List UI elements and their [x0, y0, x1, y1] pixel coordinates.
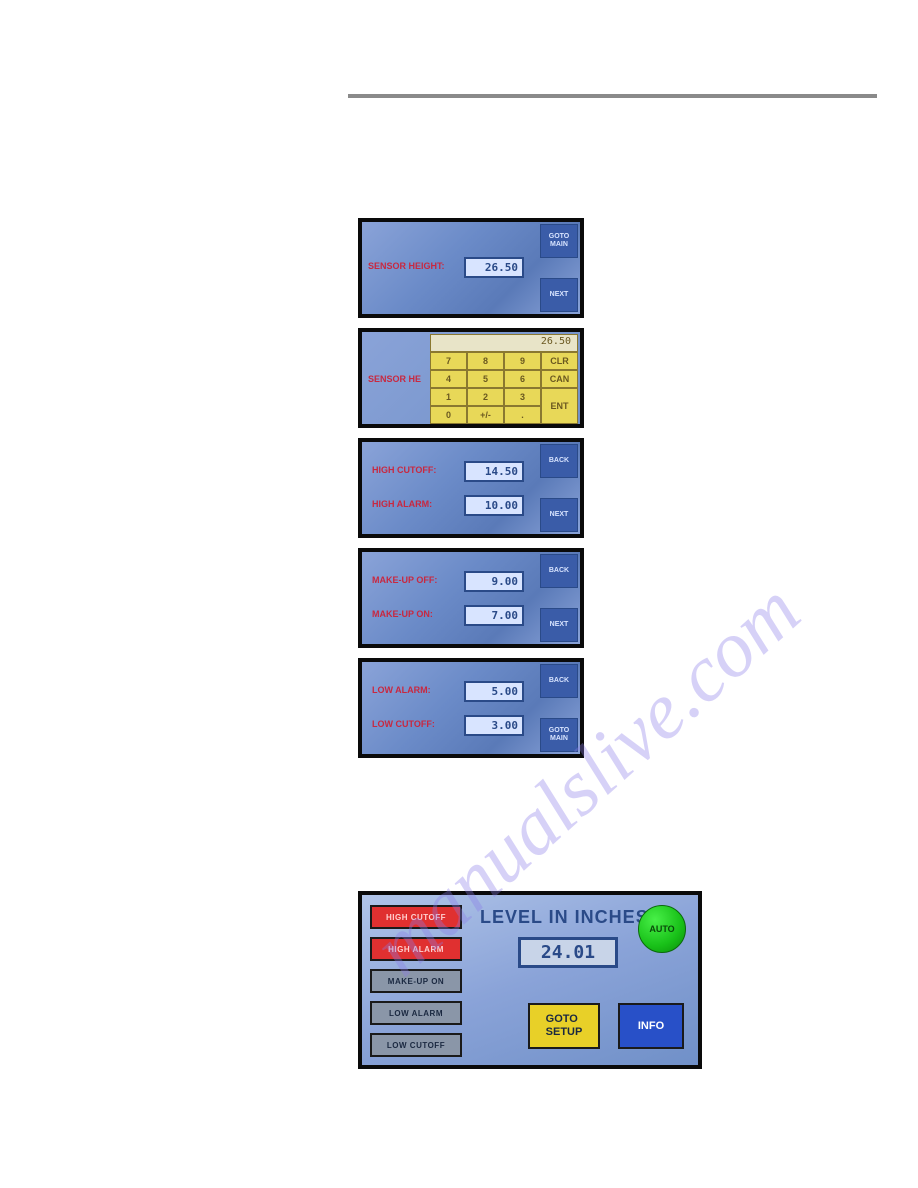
- low-cutoff-value[interactable]: 3.00: [464, 715, 524, 736]
- status-high-cutoff[interactable]: HIGH CUTOFF: [370, 905, 462, 929]
- level-value: 24.01: [518, 937, 618, 968]
- key-8[interactable]: 8: [467, 352, 504, 370]
- keypad: 26.50 7 8 9 CLR 4 5 6 CAN 1 2 3 ENT 0 +/…: [430, 334, 578, 424]
- keypad-screen: SENSOR HE 26.50 7 8 9 CLR 4 5 6 CAN 1 2 …: [358, 328, 584, 428]
- status-low-cutoff[interactable]: LOW CUTOFF: [370, 1033, 462, 1057]
- low-alarm-label: LOW ALARM:: [372, 685, 431, 695]
- goto-main-button[interactable]: GOTOMAIN: [540, 224, 578, 258]
- low-alarm-cutoff-screen: LOW ALARM: 5.00 LOW CUTOFF: 3.00 BACK GO…: [358, 658, 584, 758]
- key-4[interactable]: 4: [430, 370, 467, 388]
- key-ent[interactable]: ENT: [541, 388, 578, 424]
- key-1[interactable]: 1: [430, 388, 467, 406]
- status-high-alarm[interactable]: HIGH ALARM: [370, 937, 462, 961]
- sensor-height-label: SENSOR HEIGHT:: [368, 261, 445, 271]
- key-3[interactable]: 3: [504, 388, 541, 406]
- horizontal-rule: [348, 94, 877, 98]
- makeup-on-value[interactable]: 7.00: [464, 605, 524, 626]
- key-6[interactable]: 6: [504, 370, 541, 388]
- next-button[interactable]: NEXT: [540, 608, 578, 642]
- key-2[interactable]: 2: [467, 388, 504, 406]
- key-dot[interactable]: .: [504, 406, 541, 424]
- low-cutoff-label: LOW CUTOFF:: [372, 719, 435, 729]
- high-cutoff-alarm-screen: HIGH CUTOFF: 14.50 HIGH ALARM: 10.00 BAC…: [358, 438, 584, 538]
- back-button[interactable]: BACK: [540, 554, 578, 588]
- low-alarm-value[interactable]: 5.00: [464, 681, 524, 702]
- status-low-alarm[interactable]: LOW ALARM: [370, 1001, 462, 1025]
- key-7[interactable]: 7: [430, 352, 467, 370]
- sensor-height-screen: SENSOR HEIGHT: 26.50 GOTOMAIN NEXT: [358, 218, 584, 318]
- auto-indicator[interactable]: AUTO: [638, 905, 686, 953]
- key-5[interactable]: 5: [467, 370, 504, 388]
- key-can[interactable]: CAN: [541, 370, 578, 388]
- high-alarm-label: HIGH ALARM:: [372, 499, 432, 509]
- back-button[interactable]: BACK: [540, 664, 578, 698]
- keypad-display: 26.50: [430, 334, 578, 352]
- status-column: HIGH CUTOFF HIGH ALARM MAKE-UP ON LOW AL…: [370, 905, 462, 1065]
- setup-screens-stack: SENSOR HEIGHT: 26.50 GOTOMAIN NEXT SENSO…: [358, 218, 584, 768]
- key-plusminus[interactable]: +/-: [467, 406, 504, 424]
- makeup-off-value[interactable]: 9.00: [464, 571, 524, 592]
- level-title: LEVEL IN INCHES: [480, 907, 649, 928]
- key-clr[interactable]: CLR: [541, 352, 578, 370]
- next-button[interactable]: NEXT: [540, 278, 578, 312]
- status-makeup-on[interactable]: MAKE-UP ON: [370, 969, 462, 993]
- main-level-display: HIGH CUTOFF HIGH ALARM MAKE-UP ON LOW AL…: [358, 891, 702, 1069]
- makeup-screen: MAKE-UP OFF: 9.00 MAKE-UP ON: 7.00 BACK …: [358, 548, 584, 648]
- sensor-he-label: SENSOR HE: [368, 374, 421, 384]
- sensor-height-value[interactable]: 26.50: [464, 257, 524, 278]
- keypad-grid: 7 8 9 CLR 4 5 6 CAN 1 2 3 ENT 0 +/- .: [430, 352, 578, 424]
- high-cutoff-value[interactable]: 14.50: [464, 461, 524, 482]
- back-button[interactable]: BACK: [540, 444, 578, 478]
- high-cutoff-label: HIGH CUTOFF:: [372, 465, 436, 475]
- high-alarm-value[interactable]: 10.00: [464, 495, 524, 516]
- makeup-off-label: MAKE-UP OFF:: [372, 575, 437, 585]
- goto-main-button[interactable]: GOTOMAIN: [540, 718, 578, 752]
- key-9[interactable]: 9: [504, 352, 541, 370]
- info-button[interactable]: INFO: [618, 1003, 684, 1049]
- makeup-on-label: MAKE-UP ON:: [372, 609, 433, 619]
- key-0[interactable]: 0: [430, 406, 467, 424]
- next-button[interactable]: NEXT: [540, 498, 578, 532]
- goto-setup-button[interactable]: GOTOSETUP: [528, 1003, 600, 1049]
